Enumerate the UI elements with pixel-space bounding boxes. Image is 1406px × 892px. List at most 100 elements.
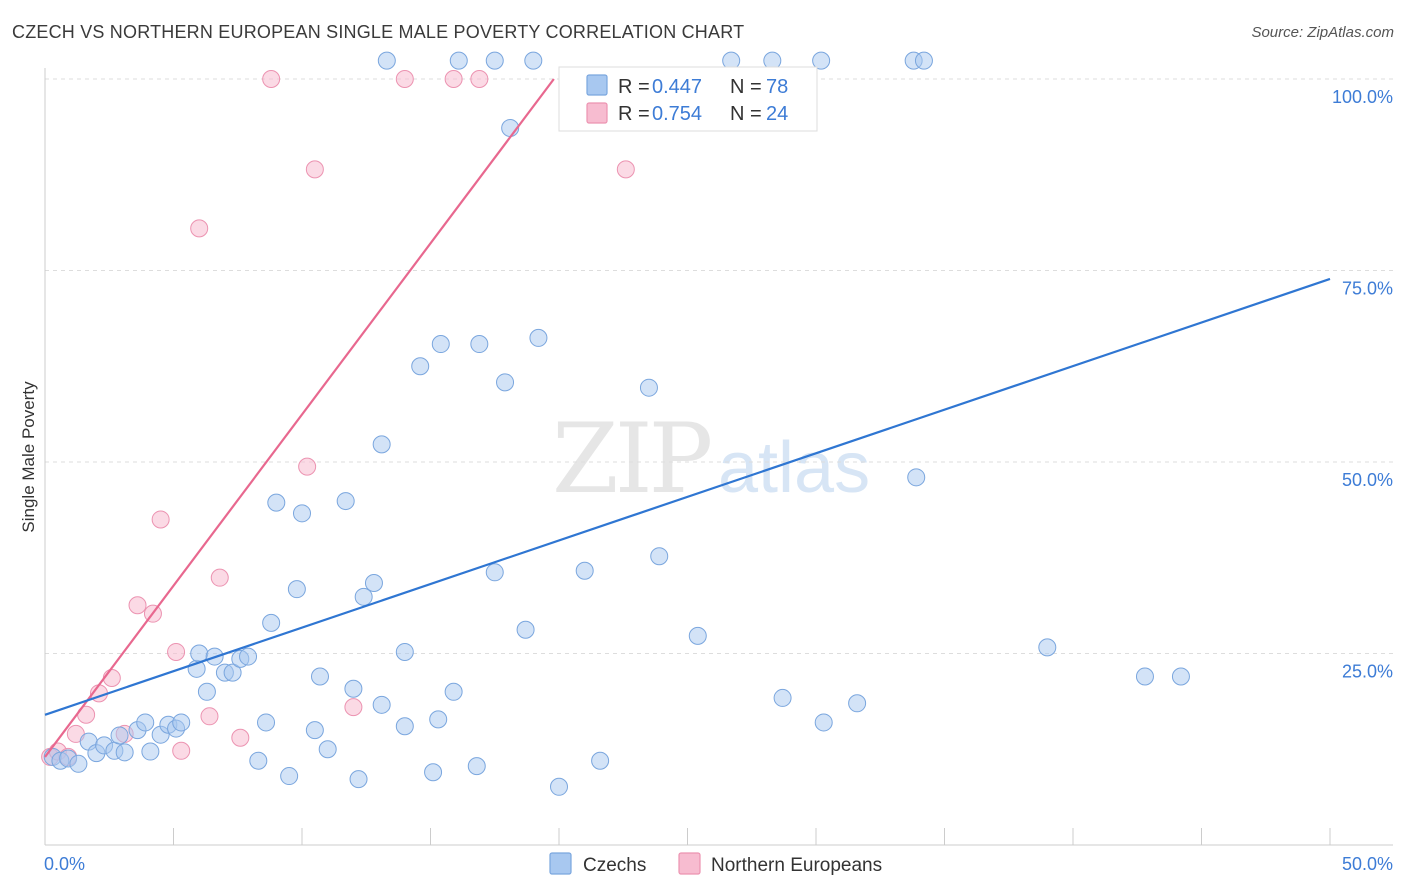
czech-point-61 (575, 561, 594, 580)
czech-point-49 (444, 682, 463, 701)
y-tick-label-2: 75.0% (1342, 279, 1393, 299)
legend-czech-r-label: R = (618, 76, 650, 98)
bottom-legend-czech-swatch (549, 852, 572, 875)
czech-point-39 (364, 574, 383, 593)
czech-point-76 (1135, 667, 1154, 686)
czech-point-70 (814, 713, 833, 732)
czech-point-75 (1038, 638, 1057, 657)
czech-point-27 (262, 613, 281, 632)
czech-point-50 (449, 51, 468, 70)
czech-point-63 (639, 378, 658, 397)
legend-ne-swatch (586, 102, 608, 124)
chart-title: CZECH VS NORTHERN EUROPEAN SINGLE MALE P… (12, 22, 745, 42)
ne-point-17 (262, 70, 281, 88)
czech-point-12 (141, 742, 160, 761)
czech-point-22 (223, 663, 242, 682)
czech-point-45 (411, 357, 430, 376)
czech-point-48 (431, 335, 450, 354)
correlation-legend: R = 0.447 N = 78 R = 0.754 N = 24 (558, 66, 818, 132)
czech-point-37 (349, 770, 368, 789)
watermark-atlas: atlas (718, 428, 870, 508)
legend-ne-n-value: 24 (766, 103, 788, 125)
series-legend: Czechs Northern Europeans (549, 852, 882, 876)
czech-point-71 (848, 694, 867, 713)
czech-point-58 (524, 51, 543, 70)
czech-point-3 (69, 754, 88, 773)
czech-point-38 (354, 587, 373, 606)
ne-point-8 (128, 596, 147, 615)
y-axis-label: Single Male Poverty (19, 381, 38, 533)
czech-point-8 (110, 726, 129, 745)
bottom-legend-ne-swatch (678, 852, 701, 875)
czech-point-69 (812, 51, 831, 70)
czech-point-41 (372, 435, 391, 454)
legend-czech-r-value: 0.447 (652, 76, 702, 98)
legend-ne-r-value: 0.754 (652, 103, 702, 125)
czech-point-52 (470, 335, 489, 354)
czech-point-28 (267, 493, 286, 512)
czech-point-40 (372, 695, 391, 714)
czech-point-47 (429, 710, 448, 729)
y-tick-label-0: 25.0% (1342, 662, 1393, 682)
czech-point-51 (467, 757, 486, 776)
czech-point-55 (496, 373, 515, 392)
czech-point-9 (115, 743, 134, 762)
czech-point-57 (516, 620, 535, 639)
czech-point-26 (257, 713, 276, 732)
ne-point-19 (305, 160, 324, 179)
x-tick-label-max: 50.0% (1342, 854, 1393, 874)
source-label: Source: ZipAtlas.com (1251, 24, 1394, 41)
y-tick-label-3: 100.0% (1332, 87, 1393, 107)
czech-point-35 (336, 492, 355, 511)
czech-point-31 (293, 504, 311, 523)
czech-point-53 (485, 563, 504, 582)
legend-czech-n-value: 78 (766, 76, 788, 98)
czech-point-25 (249, 751, 268, 770)
x-tick-label-min: 0.0% (44, 854, 85, 874)
czech-point-42 (377, 51, 396, 70)
legend-czech-n-label: N = (730, 76, 762, 98)
axes (44, 68, 1393, 846)
czech-point-11 (136, 713, 155, 732)
ne-point-13 (190, 219, 209, 238)
czech-point-29 (280, 767, 299, 786)
czech-point-77 (1171, 667, 1190, 686)
ne-point-14 (200, 707, 219, 726)
ne-point-24 (616, 160, 635, 179)
ne-point-22 (444, 70, 463, 88)
czech-point-32 (305, 721, 324, 740)
czech-point-33 (310, 667, 329, 686)
czech-point-44 (395, 717, 414, 736)
legend-ne-r-label: R = (618, 103, 650, 125)
czech-point-59 (529, 328, 548, 347)
czech-point-34 (318, 740, 337, 759)
y-tick-label-1: 50.0% (1342, 470, 1393, 490)
czech-point-60 (550, 777, 568, 796)
bottom-legend-ne-label: Northern Europeans (711, 855, 882, 876)
czech-point-73 (907, 468, 926, 487)
northern-europeans-points (41, 70, 635, 766)
ne-point-15 (210, 568, 229, 587)
czechs-trendline (44, 277, 1331, 716)
czech-point-16 (172, 713, 191, 732)
watermark: ZIP atlas (552, 403, 870, 515)
czech-point-62 (591, 751, 610, 770)
ne-point-16 (231, 728, 250, 747)
czech-point-54 (485, 51, 504, 70)
ne-point-20 (344, 698, 363, 717)
ne-point-12 (172, 741, 191, 760)
czech-point-24 (239, 647, 258, 666)
ne-point-21 (395, 70, 414, 88)
legend-czech-swatch (586, 74, 608, 96)
czech-point-46 (424, 763, 443, 782)
legend-ne-n-label: N = (730, 103, 762, 125)
czech-point-74 (914, 51, 933, 70)
czech-point-36 (344, 679, 363, 698)
czech-point-65 (688, 626, 707, 645)
ne-point-6 (102, 669, 121, 688)
czech-point-68 (773, 688, 792, 707)
ne-point-10 (151, 510, 170, 529)
czech-point-43 (395, 642, 414, 661)
ne-point-23 (470, 70, 489, 88)
